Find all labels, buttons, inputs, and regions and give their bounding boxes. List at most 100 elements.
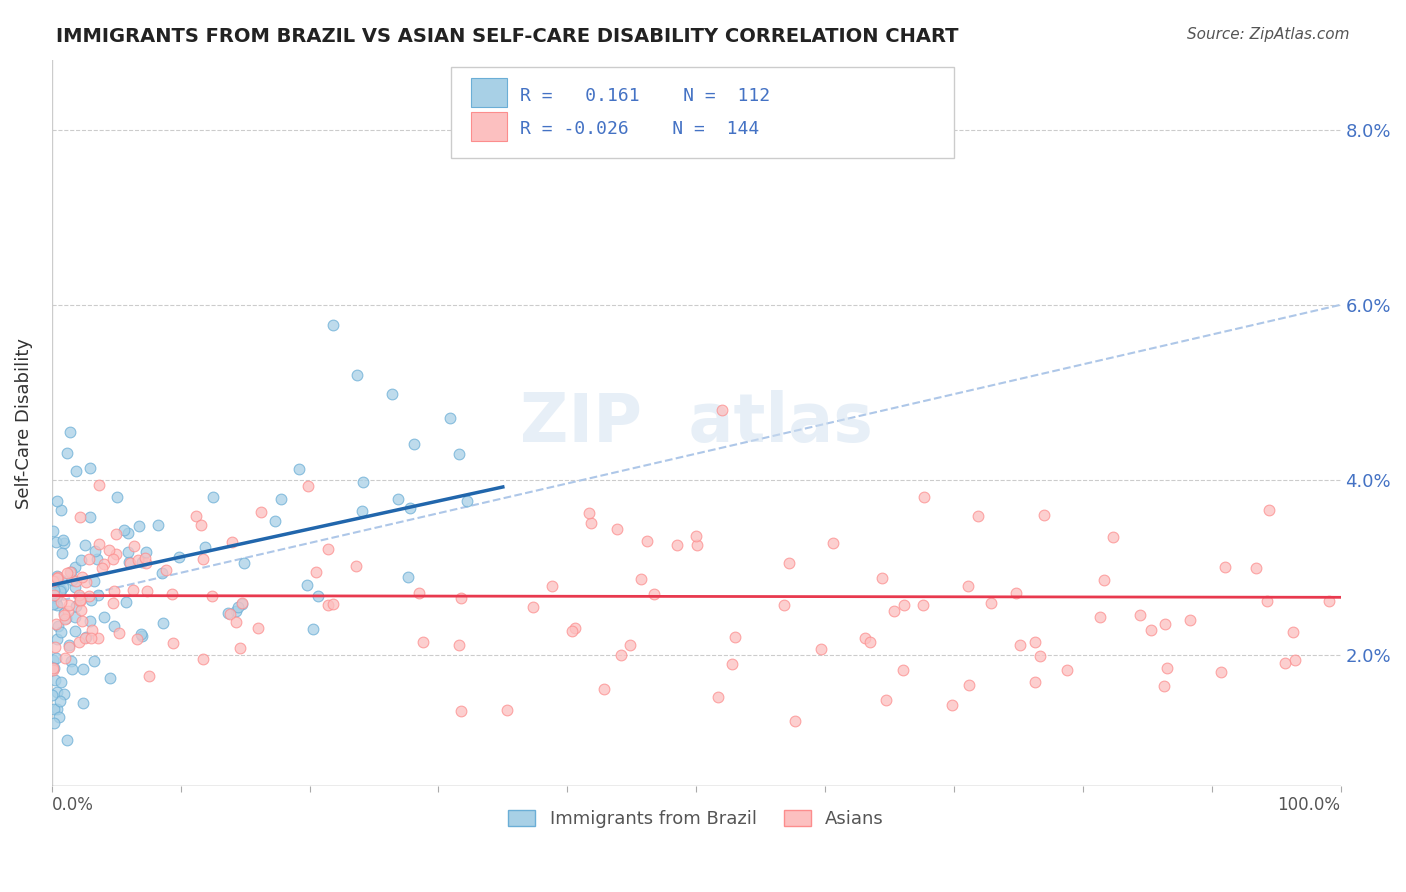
Asians xyxy=(561,624,583,639)
Immigrants from Brazil xyxy=(42,582,65,597)
Asians xyxy=(87,478,110,492)
Asians xyxy=(70,570,93,584)
Asians xyxy=(201,590,224,604)
Text: ZIP  atlas: ZIP atlas xyxy=(520,390,873,456)
Asians xyxy=(1102,529,1125,543)
Immigrants from Brazil xyxy=(79,460,101,475)
Asians xyxy=(136,583,159,598)
Asians xyxy=(911,599,934,613)
Asians xyxy=(52,608,75,623)
Asians xyxy=(49,595,72,609)
Immigrants from Brazil xyxy=(346,368,368,382)
Asians xyxy=(980,596,1002,610)
Text: R =   0.161    N =  112: R = 0.161 N = 112 xyxy=(520,87,769,105)
Asians xyxy=(578,506,600,520)
Immigrants from Brazil xyxy=(399,501,422,516)
Asians xyxy=(1257,503,1279,517)
Immigrants from Brazil xyxy=(44,701,66,715)
Immigrants from Brazil xyxy=(146,518,169,533)
Asians xyxy=(80,631,103,645)
Asians xyxy=(1005,586,1028,600)
Immigrants from Brazil xyxy=(217,607,239,621)
Asians xyxy=(58,640,80,654)
Asians xyxy=(127,632,149,646)
Asians xyxy=(56,604,79,618)
Immigrants from Brazil xyxy=(45,535,67,549)
Immigrants from Brazil xyxy=(201,490,224,504)
Asians xyxy=(957,579,980,593)
Immigrants from Brazil xyxy=(45,650,67,665)
Immigrants from Brazil xyxy=(41,583,63,598)
Text: 100.0%: 100.0% xyxy=(1278,796,1340,814)
Asians xyxy=(1274,656,1296,670)
Immigrants from Brazil xyxy=(45,702,67,716)
Asians xyxy=(75,575,97,590)
Immigrants from Brazil xyxy=(45,684,67,698)
Asians xyxy=(1033,508,1056,523)
Immigrants from Brazil xyxy=(65,624,87,638)
Asians xyxy=(1024,634,1046,648)
Immigrants from Brazil xyxy=(295,577,318,591)
Asians xyxy=(318,542,340,557)
Asians xyxy=(630,572,652,586)
Asians xyxy=(710,403,733,417)
Asians xyxy=(79,589,101,603)
Immigrants from Brazil xyxy=(52,533,75,547)
Immigrants from Brazil xyxy=(55,610,77,624)
Asians xyxy=(853,631,876,645)
Immigrants from Brazil xyxy=(131,629,153,643)
Immigrants from Brazil xyxy=(83,654,105,668)
Text: IMMIGRANTS FROM BRAZIL VS ASIAN SELF-CARE DISABILITY CORRELATION CHART: IMMIGRANTS FROM BRAZIL VS ASIAN SELF-CAR… xyxy=(56,27,959,45)
Asians xyxy=(883,604,905,618)
Asians xyxy=(1029,648,1052,663)
Asians xyxy=(778,556,800,570)
Immigrants from Brazil xyxy=(167,550,190,565)
Immigrants from Brazil xyxy=(307,589,329,603)
Immigrants from Brazil xyxy=(270,492,292,507)
Asians xyxy=(42,661,65,675)
Immigrants from Brazil xyxy=(52,536,75,550)
Asians xyxy=(522,599,544,614)
Asians xyxy=(1213,559,1236,574)
Immigrants from Brazil xyxy=(128,519,150,533)
Asians xyxy=(107,626,129,640)
Asians xyxy=(1024,675,1046,690)
Immigrants from Brazil xyxy=(84,543,107,558)
Asians xyxy=(69,594,91,608)
Asians xyxy=(87,631,110,645)
Asians xyxy=(93,557,115,571)
Asians xyxy=(685,529,707,543)
Immigrants from Brazil xyxy=(226,600,249,615)
Asians xyxy=(128,552,150,566)
Asians xyxy=(1139,624,1161,638)
Immigrants from Brazil xyxy=(80,592,103,607)
Immigrants from Brazil xyxy=(70,553,93,567)
Immigrants from Brazil xyxy=(115,595,138,609)
Immigrants from Brazil xyxy=(449,446,471,460)
Asians xyxy=(101,596,124,610)
Immigrants from Brazil xyxy=(301,622,323,636)
Immigrants from Brazil xyxy=(46,598,69,612)
Immigrants from Brazil xyxy=(46,569,69,583)
Immigrants from Brazil xyxy=(152,566,174,580)
Asians xyxy=(1056,663,1078,677)
Asians xyxy=(162,636,184,650)
Asians xyxy=(643,587,665,601)
Immigrants from Brazil xyxy=(42,583,65,598)
Asians xyxy=(724,630,747,644)
Immigrants from Brazil xyxy=(53,687,76,701)
Asians xyxy=(42,663,65,677)
Asians xyxy=(122,539,145,553)
Legend: Immigrants from Brazil, Asians: Immigrants from Brazil, Asians xyxy=(501,803,891,836)
Asians xyxy=(221,534,243,549)
Asians xyxy=(67,588,90,602)
Asians xyxy=(118,556,141,570)
Immigrants from Brazil xyxy=(263,514,285,528)
Immigrants from Brazil xyxy=(42,585,65,599)
Asians xyxy=(619,639,641,653)
Immigrants from Brazil xyxy=(41,688,63,702)
Immigrants from Brazil xyxy=(112,523,135,537)
Asians xyxy=(193,652,215,666)
Asians xyxy=(606,522,628,536)
Asians xyxy=(247,621,270,635)
